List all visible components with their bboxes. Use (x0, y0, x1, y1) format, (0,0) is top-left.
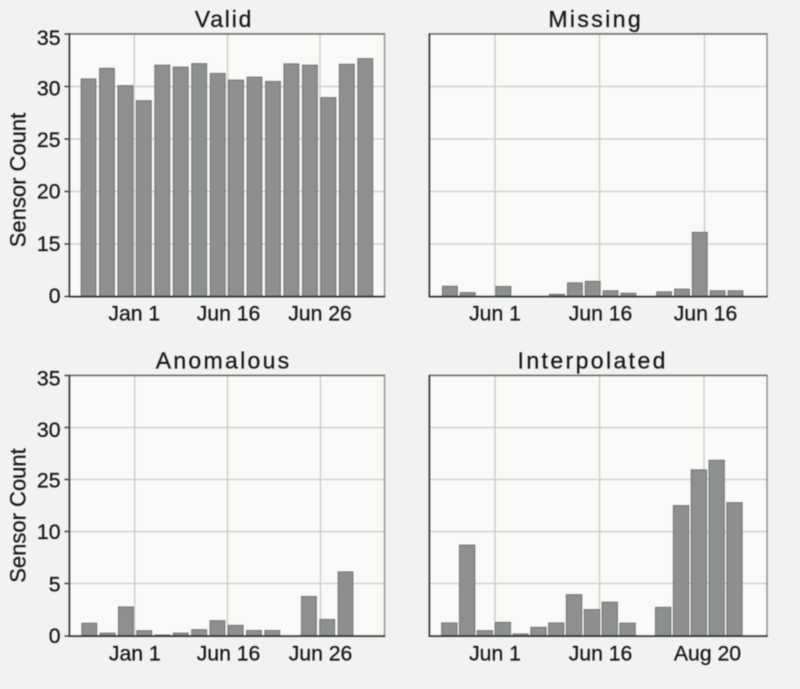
svg-text:15: 15 (37, 233, 61, 256)
svg-text:30: 30 (37, 419, 61, 442)
svg-text:Jun 1: Jun 1 (469, 302, 521, 325)
svg-text:Sensor Count: Sensor Count (6, 113, 31, 248)
svg-text:0: 0 (49, 625, 61, 648)
svg-text:Jun 1: Jun 1 (469, 643, 521, 666)
svg-text:35: 35 (37, 27, 61, 50)
svg-text:Anomalous: Anomalous (156, 348, 292, 374)
svg-text:Jun 26: Jun 26 (289, 643, 353, 666)
svg-text:25: 25 (37, 129, 61, 152)
svg-text:Jun 16: Jun 16 (197, 643, 261, 666)
svg-text:0: 0 (49, 285, 61, 308)
svg-text:10: 10 (37, 521, 61, 544)
svg-text:25: 25 (37, 470, 61, 493)
svg-text:Aug 20: Aug 20 (674, 643, 741, 666)
svg-text:Jan 1: Jan 1 (109, 643, 161, 666)
svg-text:Jun 16: Jun 16 (569, 302, 633, 325)
svg-text:Missing: Missing (548, 6, 643, 32)
svg-text:Jun 26: Jun 26 (288, 302, 352, 325)
svg-text:Jun 16: Jun 16 (197, 302, 261, 325)
svg-text:35: 35 (37, 368, 61, 391)
svg-text:30: 30 (37, 77, 61, 100)
svg-text:5: 5 (49, 574, 61, 597)
svg-text:Sensor Count: Sensor Count (6, 448, 31, 583)
svg-text:Valid: Valid (195, 6, 253, 32)
svg-text:Interpolated: Interpolated (518, 348, 668, 374)
svg-text:Jan 1: Jan 1 (108, 302, 160, 325)
svg-text:Jun 16: Jun 16 (674, 302, 738, 325)
svg-text:20: 20 (37, 181, 61, 204)
svg-text:Jun 16: Jun 16 (569, 643, 633, 666)
